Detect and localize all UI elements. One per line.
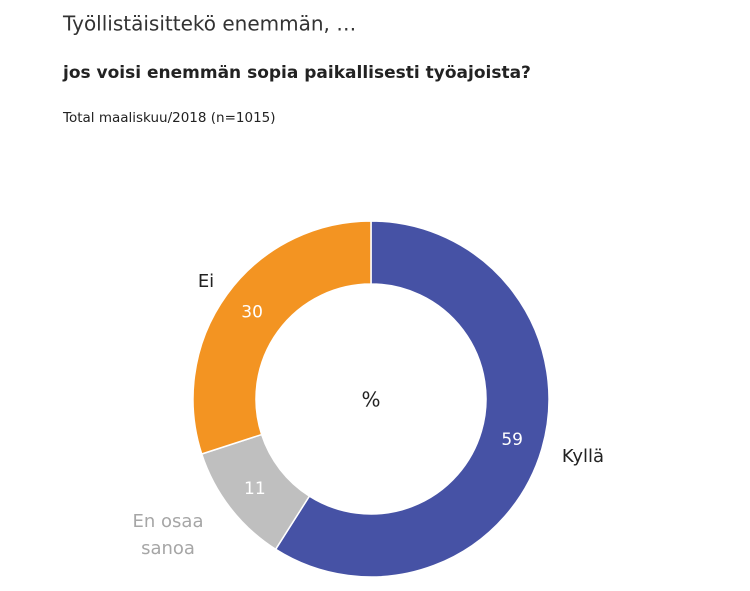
center-label: % bbox=[361, 388, 380, 412]
category-label: En osaa sanoa bbox=[132, 511, 204, 559]
chart-note: Total maaliskuu/2018 (n=1015) bbox=[62, 110, 276, 126]
category-label: Kyllä bbox=[562, 446, 604, 467]
category-label: Ei bbox=[198, 271, 214, 292]
chart-title: Työllistäisittekö enemmän, … bbox=[62, 12, 356, 36]
value-label: 11 bbox=[244, 479, 266, 499]
value-label: 30 bbox=[241, 303, 263, 323]
chart-subtitle: jos voisi enemmän sopia paikallisesti ty… bbox=[62, 63, 531, 83]
donut-slice bbox=[192, 220, 372, 455]
donut-slice bbox=[274, 220, 550, 578]
value-label: 59 bbox=[501, 430, 523, 450]
